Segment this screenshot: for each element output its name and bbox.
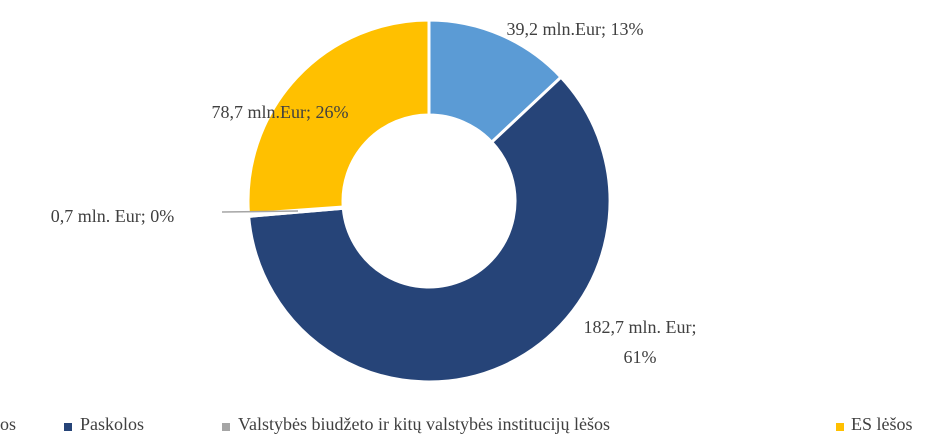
donut-slice [246,18,431,216]
data-label: 39,2 mln.Eur; 13% [506,19,644,39]
legend-label: Valstybės biudžeto ir kitų valstybės ins… [238,414,610,434]
legend-swatch [836,423,844,431]
legend-swatch [222,423,230,431]
data-label: 0,7 mln. Eur; 0% [50,206,175,226]
legend-label: ES lėšos [851,414,913,434]
legend-label: os [0,414,17,434]
donut-slice [247,75,612,384]
data-label: 182,7 mln. Eur; 61% [583,317,697,367]
leader-line [221,210,299,213]
legend-swatch [64,423,72,431]
legend-label: Paskolos [80,414,145,434]
data-label: 78,7 mln.Eur; 26% [211,102,349,122]
